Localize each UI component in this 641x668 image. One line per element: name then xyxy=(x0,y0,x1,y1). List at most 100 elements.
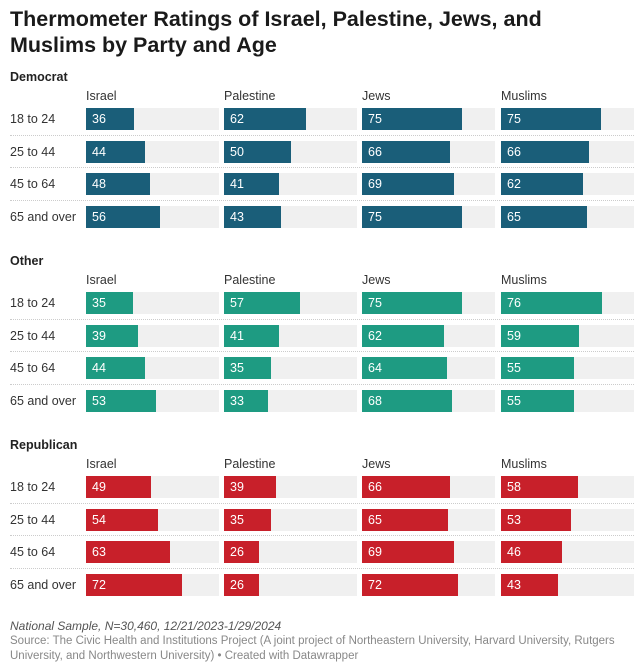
bar-track: 55 xyxy=(501,357,634,379)
data-label: 75 xyxy=(507,112,521,126)
bar-track: 26 xyxy=(224,573,357,596)
column-label: Jews xyxy=(362,89,391,103)
bar: 44 xyxy=(86,140,145,163)
row-separator xyxy=(10,199,634,201)
bar: 53 xyxy=(86,389,157,412)
data-label: 43 xyxy=(230,209,244,224)
data-label: 64 xyxy=(368,361,382,375)
chart-title: Thermometer Ratings of Israel, Palestine… xyxy=(10,7,542,57)
bar: 62 xyxy=(224,108,307,130)
bar: 54 xyxy=(86,508,158,531)
panel-title: Other xyxy=(10,254,44,268)
bar-track: 43 xyxy=(224,205,357,228)
bar: 26 xyxy=(224,573,259,596)
row-separator xyxy=(10,567,634,569)
bar-track: 49 xyxy=(86,476,219,498)
bar: 72 xyxy=(362,573,458,596)
row-label: 25 to 44 xyxy=(10,144,56,159)
row-separator xyxy=(10,318,634,320)
bar: 50 xyxy=(224,140,291,163)
bar-track: 26 xyxy=(224,541,357,563)
panel-republican: Republican Israel Palestine Jews Muslims 18 t… xyxy=(0,438,641,622)
bar: 75 xyxy=(362,108,462,130)
column-label: Muslims xyxy=(501,89,547,103)
bar: 35 xyxy=(86,292,133,314)
bar-track: 54 xyxy=(86,508,219,531)
row-separator xyxy=(10,167,634,168)
bar-track: 36 xyxy=(86,108,219,130)
bar-track: 62 xyxy=(362,324,495,347)
bar: 43 xyxy=(501,573,559,596)
data-label: 53 xyxy=(92,393,106,408)
data-label: 53 xyxy=(507,512,521,527)
row-separator xyxy=(10,502,634,504)
data-label: 54 xyxy=(92,512,106,527)
bar: 65 xyxy=(501,205,588,228)
bar-track: 48 xyxy=(86,173,219,195)
data-label: 55 xyxy=(507,361,521,375)
panel-other: Other Israel Palestine Jews Muslims 18 to 24 3… xyxy=(0,254,641,438)
panel-title: Republican xyxy=(10,438,78,452)
data-label: 75 xyxy=(368,112,382,126)
bar: 55 xyxy=(501,357,575,379)
data-label: 49 xyxy=(92,480,106,494)
bar-track: 41 xyxy=(224,324,357,347)
row-label: 65 and over xyxy=(10,393,77,408)
data-label: 76 xyxy=(507,296,521,310)
data-label: 62 xyxy=(230,112,244,126)
bar-track: 50 xyxy=(224,140,357,163)
bar-track: 64 xyxy=(362,357,495,379)
bar: 41 xyxy=(224,173,279,195)
bar: 66 xyxy=(362,140,450,163)
column-label: Jews xyxy=(362,457,391,471)
row-label: 45 to 64 xyxy=(10,545,56,559)
data-label: 66 xyxy=(368,144,382,159)
data-label: 26 xyxy=(230,545,244,559)
bar-track: 35 xyxy=(86,292,219,314)
row-separator xyxy=(10,351,634,352)
row-label: 18 to 24 xyxy=(10,112,56,126)
bar: 35 xyxy=(224,508,271,531)
row-label: 18 to 24 xyxy=(10,480,56,494)
column-label: Palestine xyxy=(224,89,276,103)
bar: 72 xyxy=(86,573,182,596)
bar-track: 75 xyxy=(362,108,495,130)
bar-track: 72 xyxy=(362,573,495,596)
data-label: 69 xyxy=(368,545,382,559)
bar: 53 xyxy=(501,508,572,531)
bar-track: 63 xyxy=(86,541,219,563)
bar-track: 68 xyxy=(362,389,495,412)
bar-track: 39 xyxy=(224,476,357,498)
bar-track: 62 xyxy=(501,173,634,195)
bar-track: 75 xyxy=(362,292,495,314)
bar-track: 35 xyxy=(224,357,357,379)
data-label: 41 xyxy=(230,328,244,343)
column-label: Palestine xyxy=(224,273,276,287)
bar-track: 66 xyxy=(362,140,495,163)
bar: 58 xyxy=(501,476,579,498)
column-label: Israel xyxy=(86,457,117,471)
bar: 63 xyxy=(86,541,170,563)
bar: 41 xyxy=(224,324,279,347)
data-label: 69 xyxy=(368,177,382,191)
bar-track: 66 xyxy=(501,140,634,163)
row-separator xyxy=(10,383,634,385)
bar: 35 xyxy=(224,357,271,379)
bar: 44 xyxy=(86,357,145,379)
panel-title: Democrat xyxy=(10,70,68,84)
data-label: 56 xyxy=(92,209,106,224)
column-label: Israel xyxy=(86,273,117,287)
row-separator xyxy=(10,134,634,136)
row-label: 45 to 64 xyxy=(10,177,56,191)
data-label: 59 xyxy=(507,328,521,343)
bar: 43 xyxy=(224,205,282,228)
data-label: 62 xyxy=(507,177,521,191)
data-label: 72 xyxy=(92,577,106,592)
data-label: 65 xyxy=(368,512,382,527)
row-label: 45 to 64 xyxy=(10,361,56,375)
bar: 39 xyxy=(224,476,276,498)
bar: 55 xyxy=(501,389,575,412)
bar-track: 65 xyxy=(362,508,495,531)
bar: 49 xyxy=(86,476,152,498)
bar: 62 xyxy=(501,173,584,195)
